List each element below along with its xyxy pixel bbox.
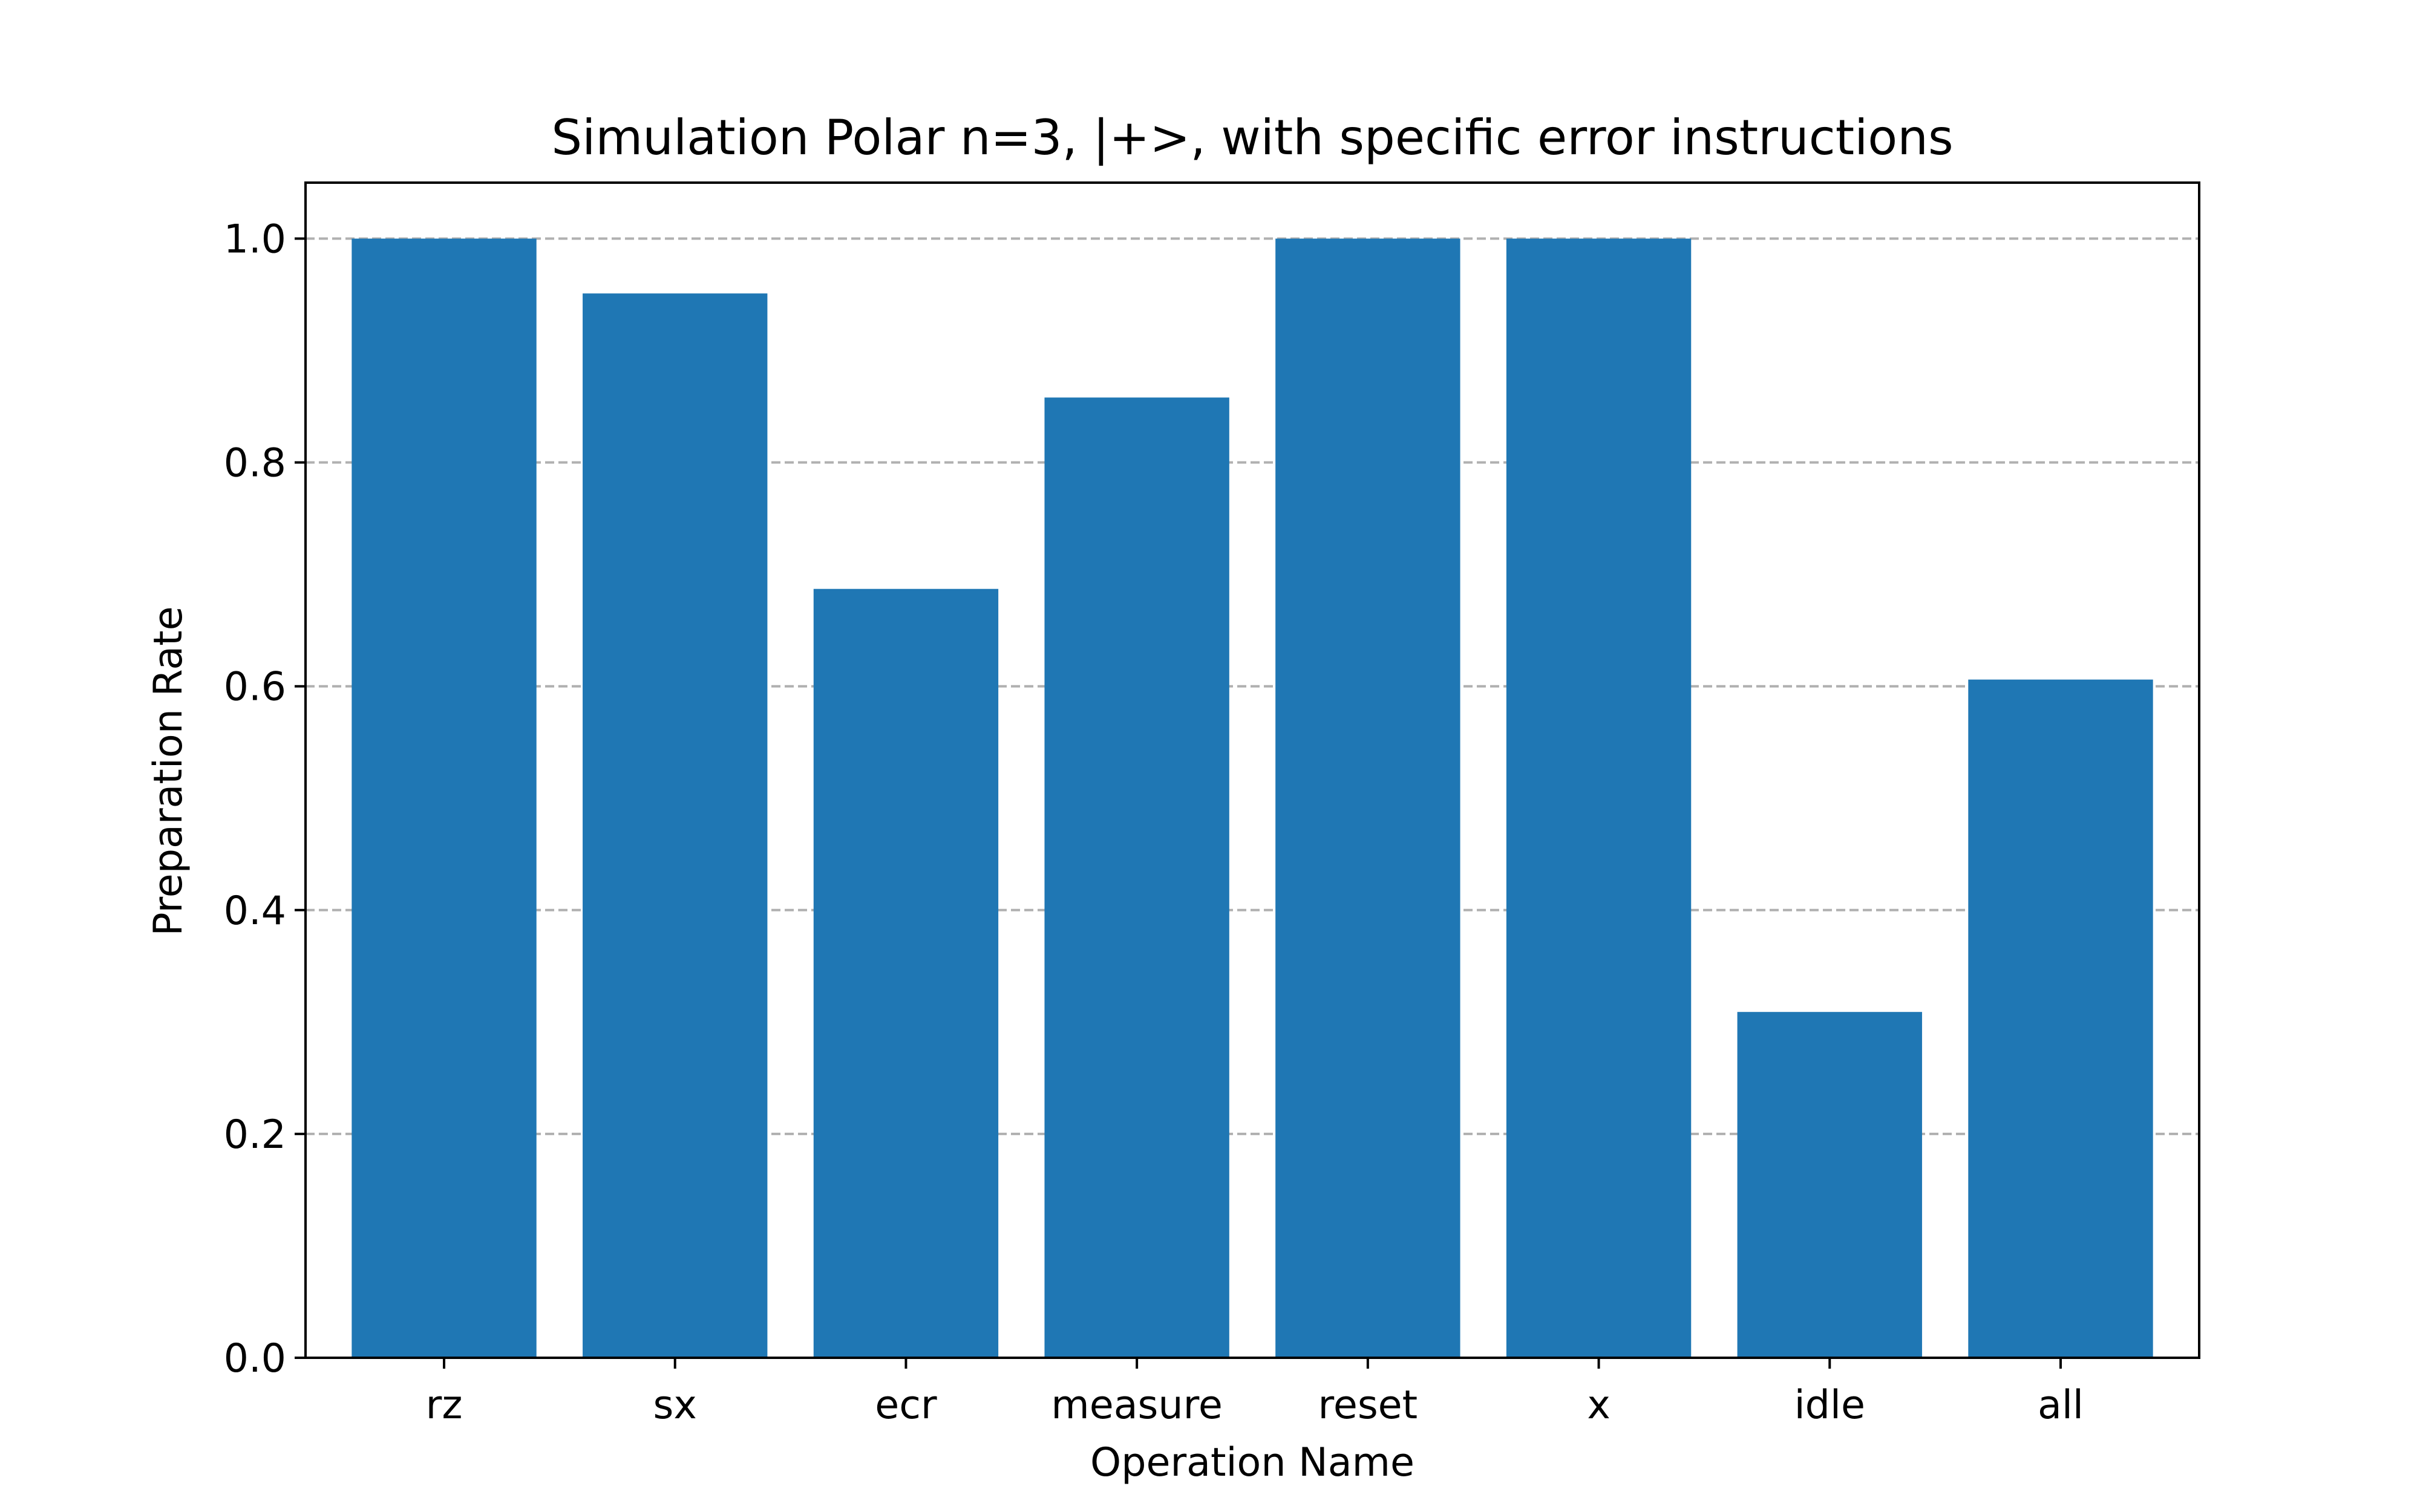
bar-sx <box>583 293 768 1358</box>
bar-measure <box>1044 397 1229 1358</box>
bar-all <box>1968 679 2153 1358</box>
y-axis-ticks: 0.0 0.2 0.4 0.6 0.8 1.0 <box>224 217 306 1381</box>
bar-rz <box>352 238 537 1358</box>
x-tick-label: ecr <box>875 1383 937 1428</box>
bar-reset <box>1275 238 1460 1358</box>
x-tick-label: reset <box>1318 1383 1418 1428</box>
x-tick-label: x <box>1587 1383 1610 1428</box>
x-tick-label: sx <box>653 1383 697 1428</box>
x-axis-label: Operation Name <box>1090 1440 1414 1485</box>
x-tick-label: idle <box>1794 1383 1865 1428</box>
bar-idle <box>1737 1012 1922 1358</box>
chart-title: Simulation Polar n=3, |+>, with specific… <box>551 109 1953 166</box>
y-axis-label: Preparation Rate <box>146 606 191 936</box>
y-tick-label: 0.0 <box>224 1336 286 1381</box>
y-tick-label: 0.4 <box>224 888 286 934</box>
y-tick-label: 0.2 <box>224 1112 286 1158</box>
x-tick-label: all <box>2038 1383 2084 1428</box>
x-tick-label: measure <box>1051 1383 1223 1428</box>
y-tick-label: 0.8 <box>224 441 286 486</box>
x-tick-label: rz <box>426 1383 463 1428</box>
bars <box>352 238 2153 1358</box>
bar-ecr <box>813 588 999 1358</box>
x-axis-ticks: rz sx ecr measure reset x idle all <box>426 1358 2084 1428</box>
y-tick-label: 0.6 <box>224 665 286 710</box>
y-tick-label: 1.0 <box>224 217 286 262</box>
plot-frame <box>304 181 2200 1359</box>
bar-x <box>1506 238 1692 1358</box>
